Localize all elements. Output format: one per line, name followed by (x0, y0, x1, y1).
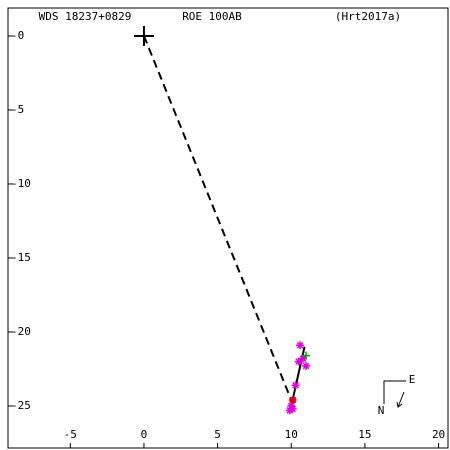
y-tick-label: -5 (11, 103, 24, 116)
compass-arrow (397, 391, 405, 408)
observation (296, 341, 305, 350)
chart-subtitle: ROE 100AB (182, 10, 242, 23)
y-tick-label: -0 (11, 29, 24, 42)
chart-title: WDS 18237+0829 (39, 10, 132, 23)
y-tick-label: -10 (11, 177, 31, 190)
primary-star (133, 25, 154, 46)
predicted-position (301, 351, 310, 360)
x-tick-label: 10 (285, 428, 298, 441)
observation (301, 362, 310, 371)
separation-line (143, 35, 293, 401)
compass-axes (383, 380, 406, 404)
observation (287, 401, 296, 410)
x-tick-label: -5 (64, 428, 77, 441)
observation (288, 404, 297, 413)
x-tick-label: 0 (141, 428, 148, 441)
x-tick-label: 20 (432, 428, 445, 441)
y-tick-label: -25 (11, 399, 31, 412)
compass-east: E (409, 373, 416, 386)
current-position (289, 397, 296, 404)
observation (291, 381, 300, 390)
reference: (Hrt2017a) (335, 10, 401, 23)
plot-frame (7, 7, 449, 449)
x-tick-label: 15 (358, 428, 371, 441)
observation (285, 406, 294, 415)
y-tick-label: -20 (11, 325, 31, 338)
compass-arrowhead (396, 401, 403, 408)
compass: E N (378, 373, 416, 417)
observation (294, 357, 303, 366)
x-tick-label: 5 (214, 428, 221, 441)
observation (299, 354, 308, 363)
y-tick-label: -15 (11, 251, 31, 264)
compass-north: N (378, 404, 385, 417)
